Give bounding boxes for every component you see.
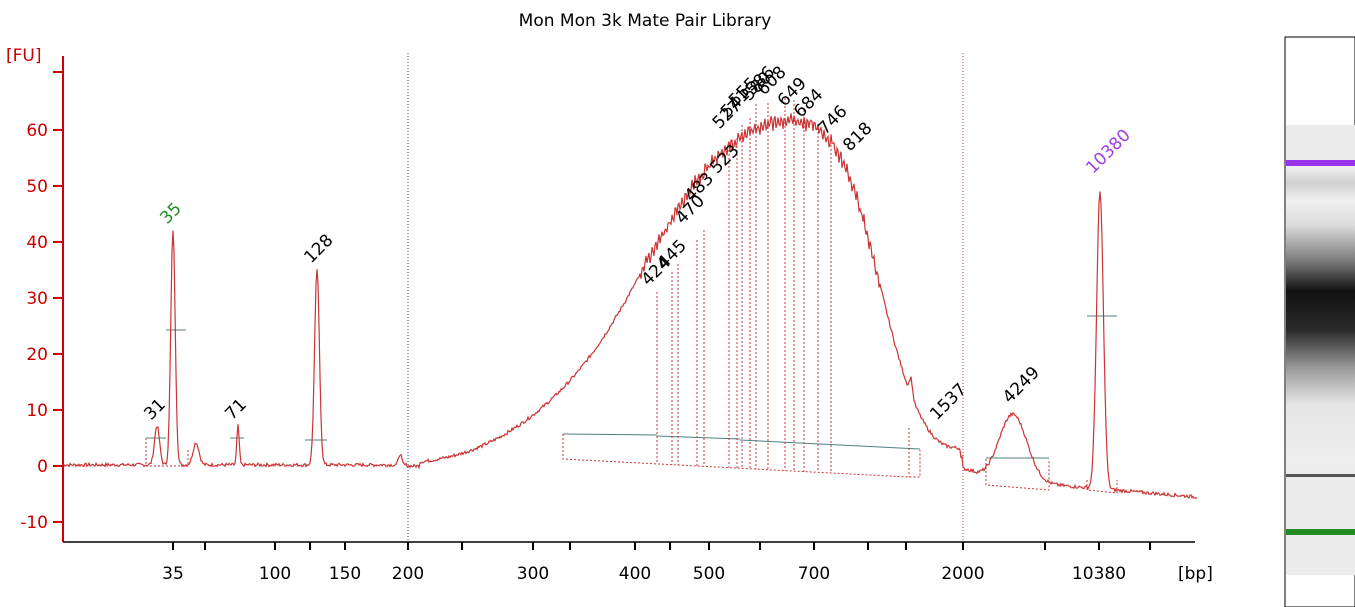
y-tick-label: -10 [20,513,48,533]
y-tick-label: 50 [26,177,48,197]
y-tick-label: 20 [26,345,48,365]
signal-trace [62,113,1198,499]
baseline-segment [656,435,741,440]
x-tick-label: 100 [259,564,291,584]
x-tick-label: 300 [517,564,549,584]
upper-marker-band [1286,160,1355,166]
baseline-segment [739,439,921,450]
y-tick-label: 10 [26,401,48,421]
y-tick-label: 60 [26,121,48,141]
peak-label: 31 [140,395,169,424]
baseline-segment [562,433,658,436]
x-tick-label: 2000 [941,564,984,584]
peak-label: 1537 [926,380,971,425]
x-tick-label: 10380 [1072,564,1126,584]
baselines [146,315,1117,459]
band-1 [1286,474,1355,477]
marker-region-outline [145,438,189,467]
x-tick-label: 200 [392,564,424,584]
x-axis-ticks: 35 100 150 200 300 400 500 700 2000 10380 [162,542,1151,584]
peak-label: 4249 [999,363,1044,408]
x-tick-label: 150 [329,564,361,584]
y-axis-ticks: -10 0 10 20 30 40 50 60 [20,71,63,533]
peak-labels: 3135711284244454704835235275415555805866… [140,62,1134,424]
high-region-outline [985,459,1050,491]
x-tick-label: 400 [619,564,651,584]
integration-regions [145,434,1118,494]
sample-region-outline [562,434,921,478]
chart-title: Mon Mon 3k Mate Pair Library [519,11,772,31]
peak-label: 818 [839,118,876,155]
gel-lane [1284,36,1355,607]
y-tick-label: 40 [26,233,48,253]
y-axis-label: [FU] [6,46,42,66]
peak-label: 35 [156,199,185,228]
x-tick-label: 500 [693,564,725,584]
lower-marker-band [1286,529,1355,535]
y-tick-label: 0 [37,457,48,477]
peak-label: 523 [706,141,743,178]
peak-boundaries [656,98,910,478]
y-tick-label: 30 [26,289,48,309]
upper-marker-region-outline [1086,480,1118,494]
sample-smear [1286,165,1355,465]
x-tick-label: 700 [798,564,830,584]
x-axis-label: [bp] [1178,564,1213,584]
peak-label: 10380 [1082,126,1134,178]
peak-label: 71 [221,395,250,424]
x-tick-label: 35 [162,564,184,584]
peak-label: 746 [815,102,852,139]
peak-label: 128 [300,230,337,267]
